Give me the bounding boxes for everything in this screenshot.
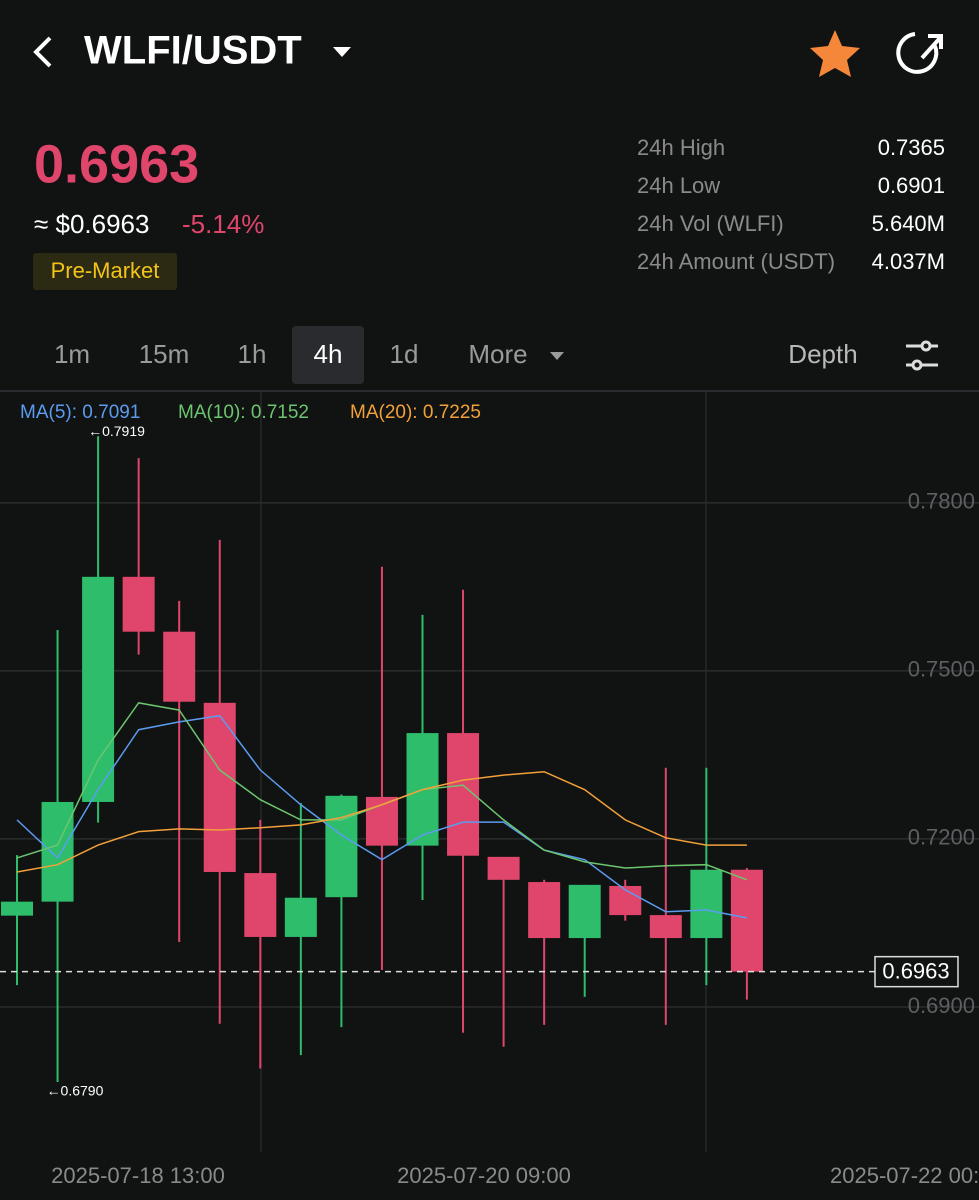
legend-entry: MA(10): 0.7152 [178, 402, 309, 423]
depth-tab[interactable]: Depth [788, 339, 857, 369]
x-axis-label: 2025-07-22 00:00 [830, 1163, 979, 1188]
candle-body [690, 869, 723, 939]
candle-body [163, 631, 196, 702]
share-button[interactable] [896, 32, 943, 74]
y-tick-label: 0.7200 [908, 825, 975, 850]
interval-tab[interactable]: 1h [238, 339, 267, 369]
stat-label: 24h High [637, 135, 725, 160]
candle-body [568, 884, 601, 939]
badge-bg [33, 253, 177, 290]
candle-body [1, 901, 33, 916]
candle-body [649, 915, 682, 939]
interval-tab[interactable]: 1m [54, 339, 90, 369]
interval-tab[interactable]: 15m [139, 339, 190, 369]
interval-tab[interactable]: 1d [390, 339, 419, 369]
interval-tab[interactable]: 4h [314, 339, 343, 369]
price-change: -5.14% [182, 209, 264, 239]
candle-body [325, 795, 358, 898]
ma-line [16, 714, 748, 919]
interval-tab[interactable]: More [468, 339, 527, 369]
fiat-price: ≈ $0.6963 [34, 209, 149, 239]
last-price-label: 0.6963 [882, 958, 949, 983]
active-tab-bg [292, 326, 364, 384]
y-tick-label: 0.7800 [908, 489, 975, 514]
candle-body [609, 885, 642, 916]
legend-entry: MA(20): 0.7225 [350, 402, 481, 423]
stat-value: 5.640M [872, 211, 945, 236]
stat-label: 24h Vol (WLFI) [637, 211, 784, 236]
candle-body [41, 801, 74, 902]
candle-body [244, 873, 277, 937]
stat-value: 0.7365 [878, 135, 945, 160]
settings-button[interactable] [906, 340, 938, 371]
x-axis-label: 2025-07-20 09:00 [397, 1163, 571, 1188]
y-tick-label: 0.7500 [908, 657, 975, 682]
favorite-star[interactable] [810, 30, 860, 77]
stat-label: 24h Low [637, 173, 720, 198]
candle-body [82, 576, 115, 802]
pair-title[interactable]: WLFI/USDT [84, 29, 302, 73]
y-tick-label: 0.6900 [908, 993, 975, 1018]
ma-line [16, 770, 747, 873]
max-annotation: ←0.7919 [88, 423, 145, 439]
legend-entry: MA(5): 0.7091 [20, 402, 140, 423]
last-price: 0.6963 [34, 134, 199, 194]
candle-body [203, 702, 236, 872]
candle-body [487, 856, 520, 880]
back-button[interactable] [33, 36, 52, 68]
market-badge: Pre-Market [51, 258, 160, 283]
x-axis-label: 2025-07-18 13:00 [51, 1163, 225, 1188]
stat-label: 24h Amount (USDT) [637, 249, 835, 274]
candle-body [730, 869, 763, 972]
stat-value: 0.6901 [878, 173, 945, 198]
min-annotation: ←0.6790 [47, 1083, 104, 1099]
candle-body [528, 882, 561, 939]
stat-value: 4.037M [872, 249, 945, 274]
candle-body [122, 576, 155, 632]
candle-body [284, 897, 317, 937]
pair-dropdown[interactable] [333, 47, 351, 57]
more-dropdown[interactable] [550, 352, 564, 360]
last-price-box [874, 955, 959, 988]
